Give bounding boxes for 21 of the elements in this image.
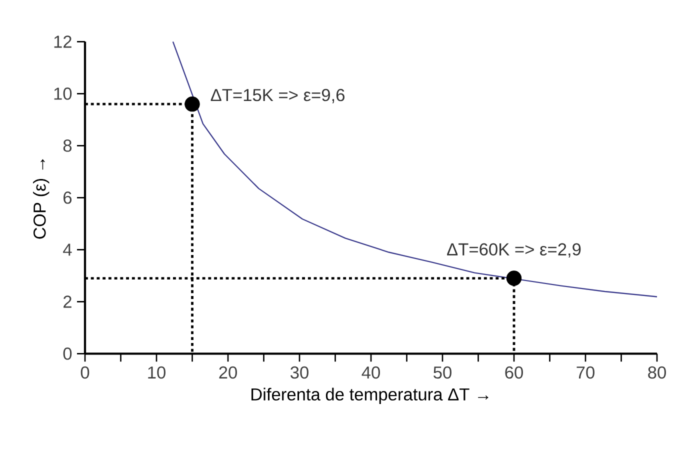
annotation: ΔT=60K => ε=2,9: [447, 243, 581, 258]
x-tick-label: 70: [576, 366, 594, 379]
x-tick-label: 20: [219, 366, 237, 379]
y-tick-label: 4: [63, 244, 72, 256]
x-tick-label: 50: [434, 366, 452, 379]
y-tick-label: 8: [63, 140, 72, 152]
y-tick-label: 2: [64, 296, 72, 308]
x-tick-label: 10: [148, 366, 166, 379]
x-tick-label: 80: [648, 366, 666, 379]
x-tick-label: 60: [505, 366, 523, 379]
x-tick-label: 40: [362, 366, 380, 379]
x-tick-label: 30: [290, 366, 308, 379]
y-tick-label: 0: [63, 348, 72, 360]
annotation: ΔT=15K => ε=9,6: [210, 88, 344, 104]
y-tick-label: 10: [54, 88, 72, 100]
line-series: [172, 41, 658, 298]
x-axis-title: Diferenta de temperatura ΔT →: [252, 388, 488, 404]
x-tick-label: 0: [80, 366, 90, 379]
y-axis-title: COP (ε) →: [33, 159, 50, 239]
y-tick-label: 12: [54, 36, 72, 48]
y-tick-label: 6: [64, 192, 72, 204]
